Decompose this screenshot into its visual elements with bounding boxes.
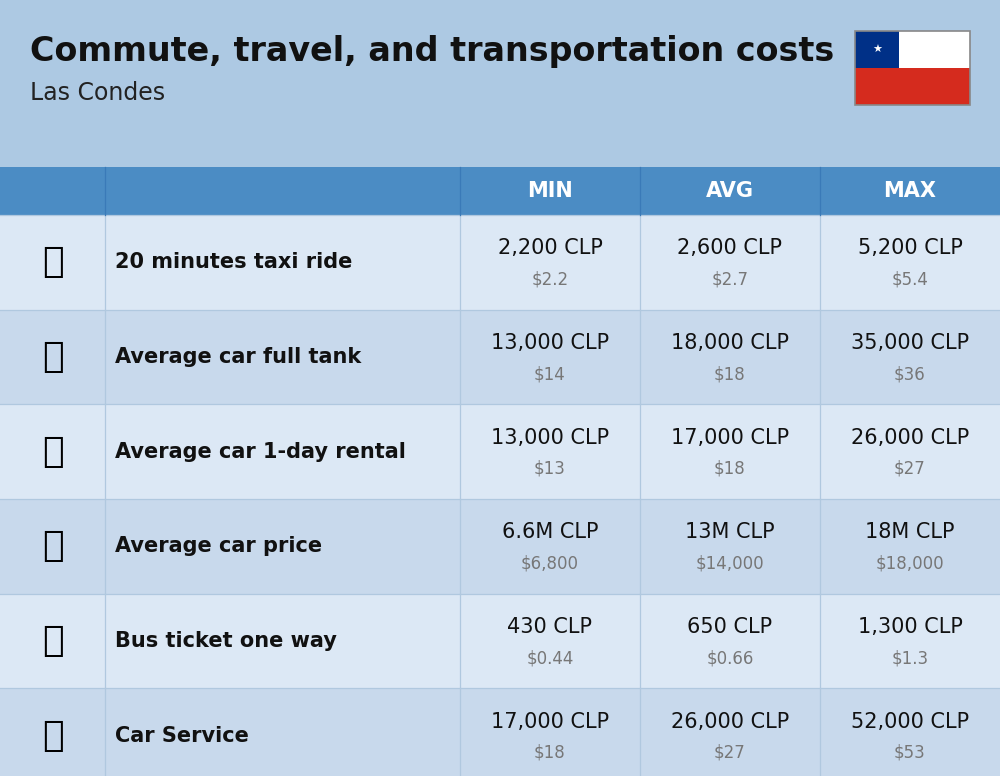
Text: ⛽: ⛽ [42,340,63,374]
Text: 17,000 CLP: 17,000 CLP [491,712,609,732]
Text: 52,000 CLP: 52,000 CLP [851,712,969,732]
Text: $2.2: $2.2 [531,270,569,289]
Text: $14,000: $14,000 [696,554,764,573]
Text: MAX: MAX [883,181,936,201]
Text: 2,600 CLP: 2,600 CLP [677,238,782,258]
Text: MIN: MIN [527,181,573,201]
Text: 18M CLP: 18M CLP [865,522,955,542]
Text: Bus ticket one way: Bus ticket one way [115,631,337,651]
Text: Average car 1-day rental: Average car 1-day rental [115,442,406,462]
FancyBboxPatch shape [0,310,1000,404]
Text: Average car price: Average car price [115,536,322,556]
Text: $27: $27 [894,459,926,478]
Text: 35,000 CLP: 35,000 CLP [851,333,969,353]
Text: 650 CLP: 650 CLP [687,617,773,637]
Text: 6.6M CLP: 6.6M CLP [502,522,598,542]
Text: 13,000 CLP: 13,000 CLP [491,428,609,448]
Text: 🚕: 🚕 [42,245,63,279]
Text: $18,000: $18,000 [876,554,944,573]
Text: 🚙: 🚙 [42,435,63,469]
Text: Average car full tank: Average car full tank [115,347,361,367]
Text: 2,200 CLP: 2,200 CLP [498,238,602,258]
FancyBboxPatch shape [0,499,1000,594]
Text: $6,800: $6,800 [521,554,579,573]
FancyBboxPatch shape [0,594,1000,688]
FancyBboxPatch shape [0,215,1000,310]
Text: $53: $53 [894,743,926,762]
Text: 13,000 CLP: 13,000 CLP [491,333,609,353]
Text: 🔧: 🔧 [42,719,63,753]
FancyBboxPatch shape [0,688,1000,776]
FancyBboxPatch shape [0,404,1000,499]
FancyBboxPatch shape [855,31,970,68]
Text: $5.4: $5.4 [892,270,928,289]
Text: 20 minutes taxi ride: 20 minutes taxi ride [115,252,352,272]
Text: Commute, travel, and transportation costs: Commute, travel, and transportation cost… [30,35,834,68]
Text: 26,000 CLP: 26,000 CLP [671,712,789,732]
Text: 13M CLP: 13M CLP [685,522,775,542]
Text: $2.7: $2.7 [711,270,748,289]
Text: $27: $27 [714,743,746,762]
Text: 🚌: 🚌 [42,624,63,658]
Text: ★: ★ [872,44,882,54]
Text: 18,000 CLP: 18,000 CLP [671,333,789,353]
Text: 430 CLP: 430 CLP [507,617,592,637]
Text: Las Condes: Las Condes [30,81,165,106]
FancyBboxPatch shape [855,31,899,68]
Text: $18: $18 [534,743,566,762]
Text: AVG: AVG [706,181,754,201]
Text: 5,200 CLP: 5,200 CLP [858,238,962,258]
Text: $18: $18 [714,365,746,383]
Text: 🚗: 🚗 [42,529,63,563]
Text: $36: $36 [894,365,926,383]
FancyBboxPatch shape [855,68,970,105]
Text: $13: $13 [534,459,566,478]
FancyBboxPatch shape [0,167,1000,215]
Text: 1,300 CLP: 1,300 CLP [858,617,962,637]
Text: $0.44: $0.44 [526,649,574,667]
Text: 26,000 CLP: 26,000 CLP [851,428,969,448]
Text: 17,000 CLP: 17,000 CLP [671,428,789,448]
Text: $14: $14 [534,365,566,383]
Text: $18: $18 [714,459,746,478]
Text: $1.3: $1.3 [891,649,929,667]
Text: Car Service: Car Service [115,726,249,746]
Text: $0.66: $0.66 [706,649,754,667]
